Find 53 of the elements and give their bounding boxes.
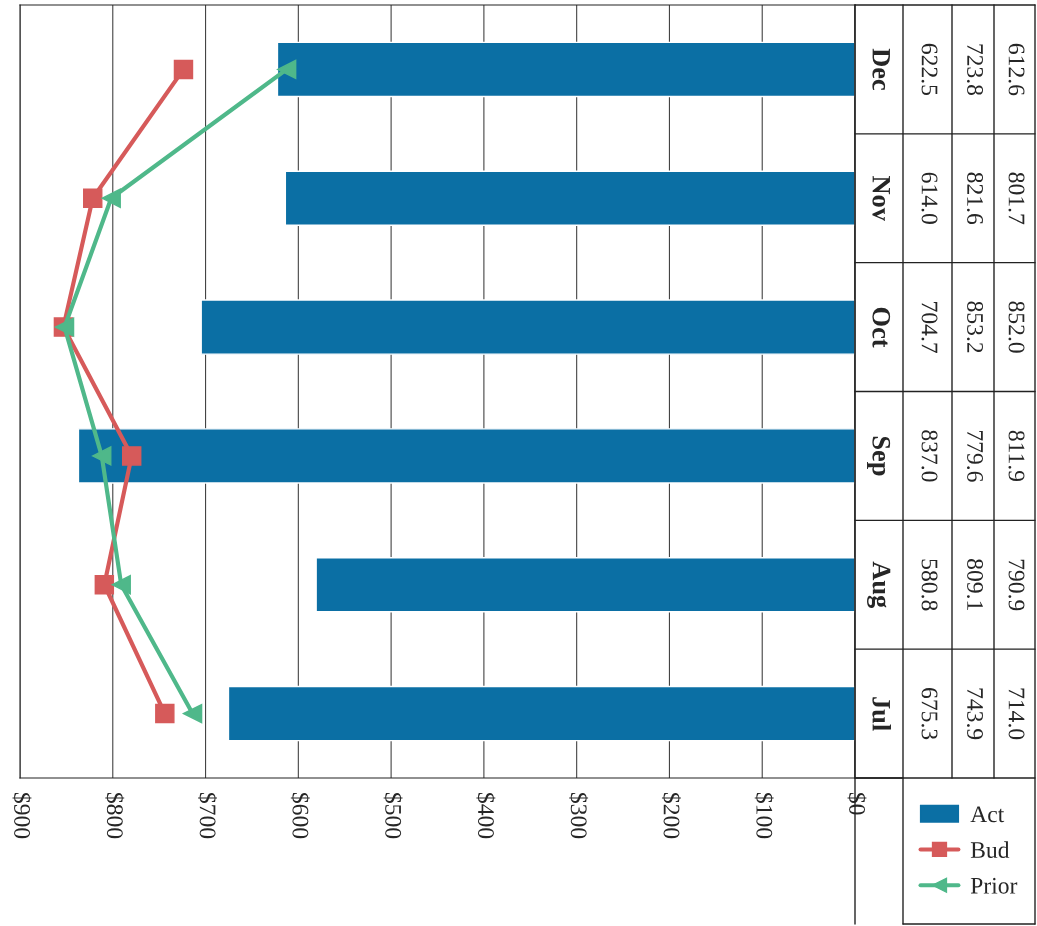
point bbox=[101, 188, 121, 208]
point bbox=[121, 446, 142, 466]
data-label: 723.8 bbox=[966, 44, 984, 96]
data-label: 821.6 bbox=[966, 172, 984, 225]
point bbox=[182, 703, 203, 724]
data-label: 852.0 bbox=[1008, 301, 1025, 353]
data-label: 704.7 bbox=[921, 302, 938, 353]
data-label: 837.0 bbox=[921, 430, 938, 482]
data-label: 714.0 bbox=[1008, 688, 1025, 740]
data-label: 580.8 bbox=[921, 559, 938, 611]
legend-label: Bud bbox=[970, 841, 1010, 858]
x-tick-label: $100 bbox=[754, 792, 774, 839]
data-label: 811.9 bbox=[1008, 430, 1025, 482]
data-label: 809.1 bbox=[966, 559, 984, 610]
data-label: 614.0 bbox=[921, 172, 938, 224]
bar bbox=[315, 557, 855, 613]
point bbox=[276, 59, 297, 80]
bar bbox=[227, 685, 855, 742]
point bbox=[94, 575, 115, 595]
bar bbox=[284, 170, 855, 227]
x-tick-label: $500 bbox=[383, 792, 403, 839]
legend-label: Prior bbox=[970, 877, 1018, 894]
x-tick-label: $600 bbox=[290, 792, 310, 839]
point bbox=[111, 575, 131, 595]
data-label: 675.3 bbox=[921, 688, 938, 740]
data-label: 743.9 bbox=[966, 688, 983, 740]
point bbox=[173, 59, 194, 80]
bar bbox=[77, 428, 855, 484]
x-tick-label: $400 bbox=[476, 792, 496, 839]
y-tick-label: Nov bbox=[872, 176, 890, 221]
y-tick-label: Aug bbox=[867, 561, 891, 608]
y-tick-label: Sep bbox=[867, 436, 891, 476]
data-label: 622.5 bbox=[921, 43, 938, 96]
y-tick-label: Oct bbox=[872, 307, 891, 348]
data-label: 779.6 bbox=[966, 430, 983, 482]
data-label: 801.7 bbox=[1008, 172, 1025, 225]
data-label: 853.2 bbox=[966, 301, 984, 353]
data-label: 612.6 bbox=[1008, 43, 1025, 96]
legend-label: Act bbox=[970, 806, 1005, 823]
x-tick-label: $200 bbox=[661, 792, 681, 839]
y-tick-label: Dec bbox=[872, 48, 890, 90]
point bbox=[83, 188, 103, 208]
y-tick-label: Jul bbox=[872, 697, 891, 731]
x-tick-label: $900 bbox=[12, 792, 32, 839]
point bbox=[92, 446, 112, 466]
x-tick-label: $800 bbox=[105, 792, 125, 839]
x-tick-label: $700 bbox=[198, 792, 217, 839]
point bbox=[155, 703, 175, 724]
x-tick-label: $300 bbox=[569, 792, 589, 839]
data-label: 790.9 bbox=[1008, 559, 1025, 611]
x-tick-label: $0 bbox=[847, 792, 867, 815]
bar bbox=[276, 41, 855, 98]
bar bbox=[200, 299, 855, 355]
